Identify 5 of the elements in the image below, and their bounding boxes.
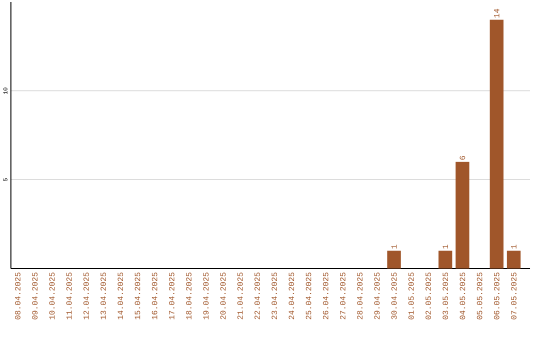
bar — [438, 250, 452, 268]
bar — [490, 20, 504, 268]
bar — [456, 162, 470, 268]
bar — [387, 250, 401, 268]
bar — [506, 250, 521, 268]
